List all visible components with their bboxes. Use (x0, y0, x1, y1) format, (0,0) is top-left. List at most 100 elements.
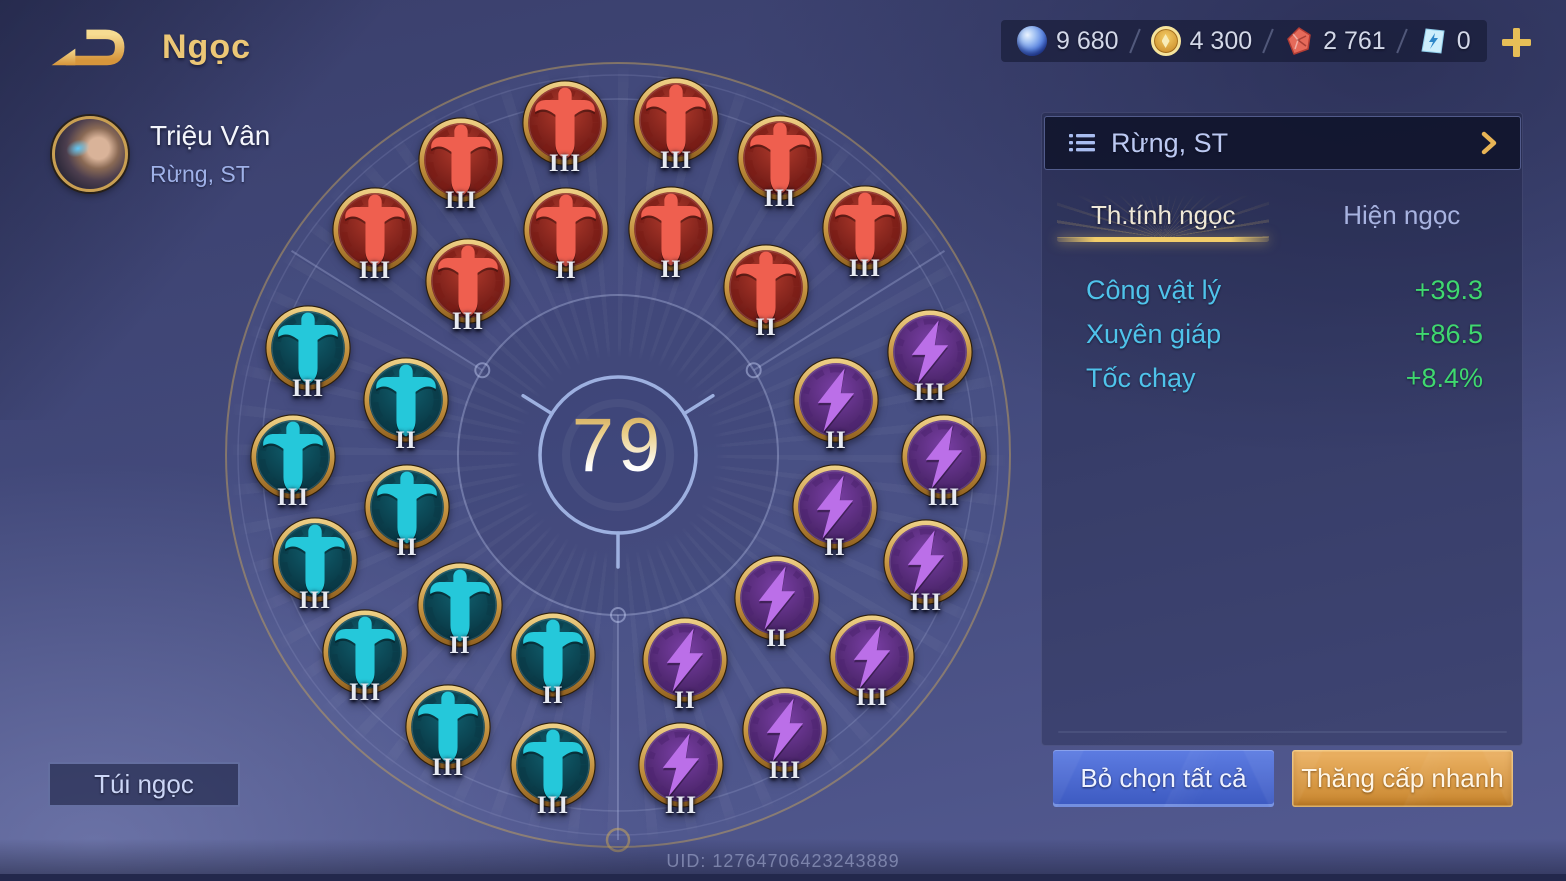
divider (1128, 28, 1141, 54)
stat-row: Tốc chạy +8.4% (1044, 356, 1521, 400)
rune-purple-bolt[interactable]: II (641, 616, 729, 714)
divider (1262, 28, 1274, 54)
active-tab-underline (1057, 237, 1270, 242)
sword-rune-icon (405, 684, 491, 770)
rune-red-sword[interactable]: III (521, 79, 609, 177)
bolt-rune-icon (901, 414, 987, 500)
rune-teal-sword[interactable]: II (509, 611, 597, 709)
rune-teal-sword[interactable]: II (363, 463, 451, 561)
rune-level: III (451, 308, 485, 335)
rune-purple-bolt[interactable]: III (886, 308, 974, 406)
rune-level: II (395, 427, 417, 454)
rune-teal-sword[interactable]: II (416, 561, 504, 659)
rune-bag-button[interactable]: Túi ngọc (48, 762, 240, 807)
rune-red-sword[interactable]: II (522, 186, 610, 284)
rune-purple-bolt[interactable]: III (882, 518, 970, 616)
rune-ticket-icon (1421, 28, 1445, 54)
rune-purple-bolt[interactable]: II (792, 356, 880, 454)
currency-blue-essence[interactable]: 9 680 (1017, 26, 1119, 56)
stat-value: +8.4% (1405, 362, 1483, 393)
rune-teal-sword[interactable]: II (362, 356, 450, 454)
tab-rune-attributes[interactable]: Th.tính ngọc (1044, 184, 1283, 246)
stat-label: Xuyên giáp (1086, 318, 1222, 349)
panel-divider (1058, 731, 1507, 733)
rune-level: II (825, 427, 847, 454)
rune-red-sword[interactable]: III (331, 186, 419, 284)
rune-level: III (444, 187, 478, 214)
currency-gold[interactable]: 4 300 (1150, 26, 1252, 56)
quick-upgrade-button[interactable]: Thăng cấp nhanh (1292, 750, 1513, 807)
rune-purple-bolt[interactable]: III (741, 686, 829, 784)
rune-purple-bolt[interactable]: III (900, 413, 988, 511)
rune-level: II (824, 534, 846, 561)
rune-purple-bolt[interactable]: III (637, 721, 725, 819)
rune-red-sword[interactable]: III (417, 116, 505, 214)
rune-level: III (358, 257, 392, 284)
rune-red-sword[interactable]: II (722, 243, 810, 341)
plus-icon (1502, 28, 1531, 57)
sword-rune-icon (523, 187, 609, 273)
button-label: Bỏ chọn tất cả (1080, 763, 1247, 793)
rune-level: II (396, 534, 418, 561)
sword-rune-icon (633, 77, 719, 163)
rune-teal-sword[interactable]: III (404, 683, 492, 781)
add-currency-button[interactable] (1498, 24, 1534, 60)
stat-label: Tốc chạy (1086, 362, 1196, 393)
button-label: Thăng cấp nhanh (1301, 763, 1504, 793)
rune-level: III (536, 792, 570, 819)
rune-red-sword[interactable]: II (627, 185, 715, 283)
deselect-all-button[interactable]: Bỏ chọn tất cả (1053, 750, 1274, 807)
rune-red-sword[interactable]: III (821, 184, 909, 282)
list-icon (1069, 134, 1095, 152)
rune-level: III (664, 792, 698, 819)
currency-rune-tickets[interactable]: 0 (1418, 26, 1471, 56)
rune-teal-sword[interactable]: III (271, 516, 359, 614)
player-info: Triệu Vân Rừng, ST (52, 116, 270, 192)
currency-value: 0 (1456, 26, 1471, 55)
sword-rune-icon (522, 80, 608, 166)
sword-rune-icon (322, 609, 408, 695)
bolt-rune-icon (829, 614, 915, 700)
rune-level: II (449, 632, 471, 659)
rune-level: III (431, 754, 465, 781)
rune-level: III (909, 589, 943, 616)
rune-level: II (660, 256, 682, 283)
avatar[interactable] (52, 116, 128, 192)
rune-level: III (659, 147, 693, 174)
sword-rune-icon (723, 244, 809, 330)
tab-current-runes[interactable]: Hiện ngọc (1283, 184, 1522, 246)
red-gem-icon (1287, 27, 1311, 55)
bolt-rune-icon (887, 309, 973, 395)
sword-rune-icon (737, 115, 823, 201)
rune-purple-bolt[interactable]: II (733, 554, 821, 652)
rune-level: II (674, 687, 696, 714)
rune-teal-sword[interactable]: III (249, 413, 337, 511)
bottom-strip (0, 874, 1566, 881)
rune-teal-sword[interactable]: III (509, 721, 597, 819)
rune-red-sword[interactable]: III (632, 76, 720, 174)
rune-red-sword[interactable]: III (424, 237, 512, 335)
rune-red-sword[interactable]: III (736, 114, 824, 212)
uid-text: UID: 12764706423243889 (666, 851, 900, 871)
bolt-rune-icon (793, 357, 879, 443)
rune-level: III (298, 587, 332, 614)
rune-level: III (548, 150, 582, 177)
stat-row: Xuyên giáp +86.5 (1044, 312, 1521, 356)
divider (1395, 28, 1408, 54)
currency-gems[interactable]: 2 761 (1284, 26, 1386, 56)
rune-level: III (913, 379, 947, 406)
rune-teal-sword[interactable]: III (321, 608, 409, 706)
rune-purple-bolt[interactable]: II (791, 463, 879, 561)
bolt-rune-icon (642, 617, 728, 703)
back-button[interactable] (50, 22, 126, 72)
chevron-right-icon (1481, 131, 1497, 155)
player-name: Triệu Vân (150, 120, 271, 151)
currency-bar: 9 680 4 300 2 761 0 (1001, 20, 1487, 62)
rune-teal-sword[interactable]: III (264, 304, 352, 402)
rune-purple-bolt[interactable]: III (828, 613, 916, 711)
blue-orb-icon (1017, 26, 1047, 56)
sword-rune-icon (363, 357, 449, 443)
rune-level: II (555, 257, 577, 284)
rune-page-selector[interactable]: Rừng, ST (1044, 116, 1521, 170)
wheel-level-number: 79 (518, 402, 718, 489)
